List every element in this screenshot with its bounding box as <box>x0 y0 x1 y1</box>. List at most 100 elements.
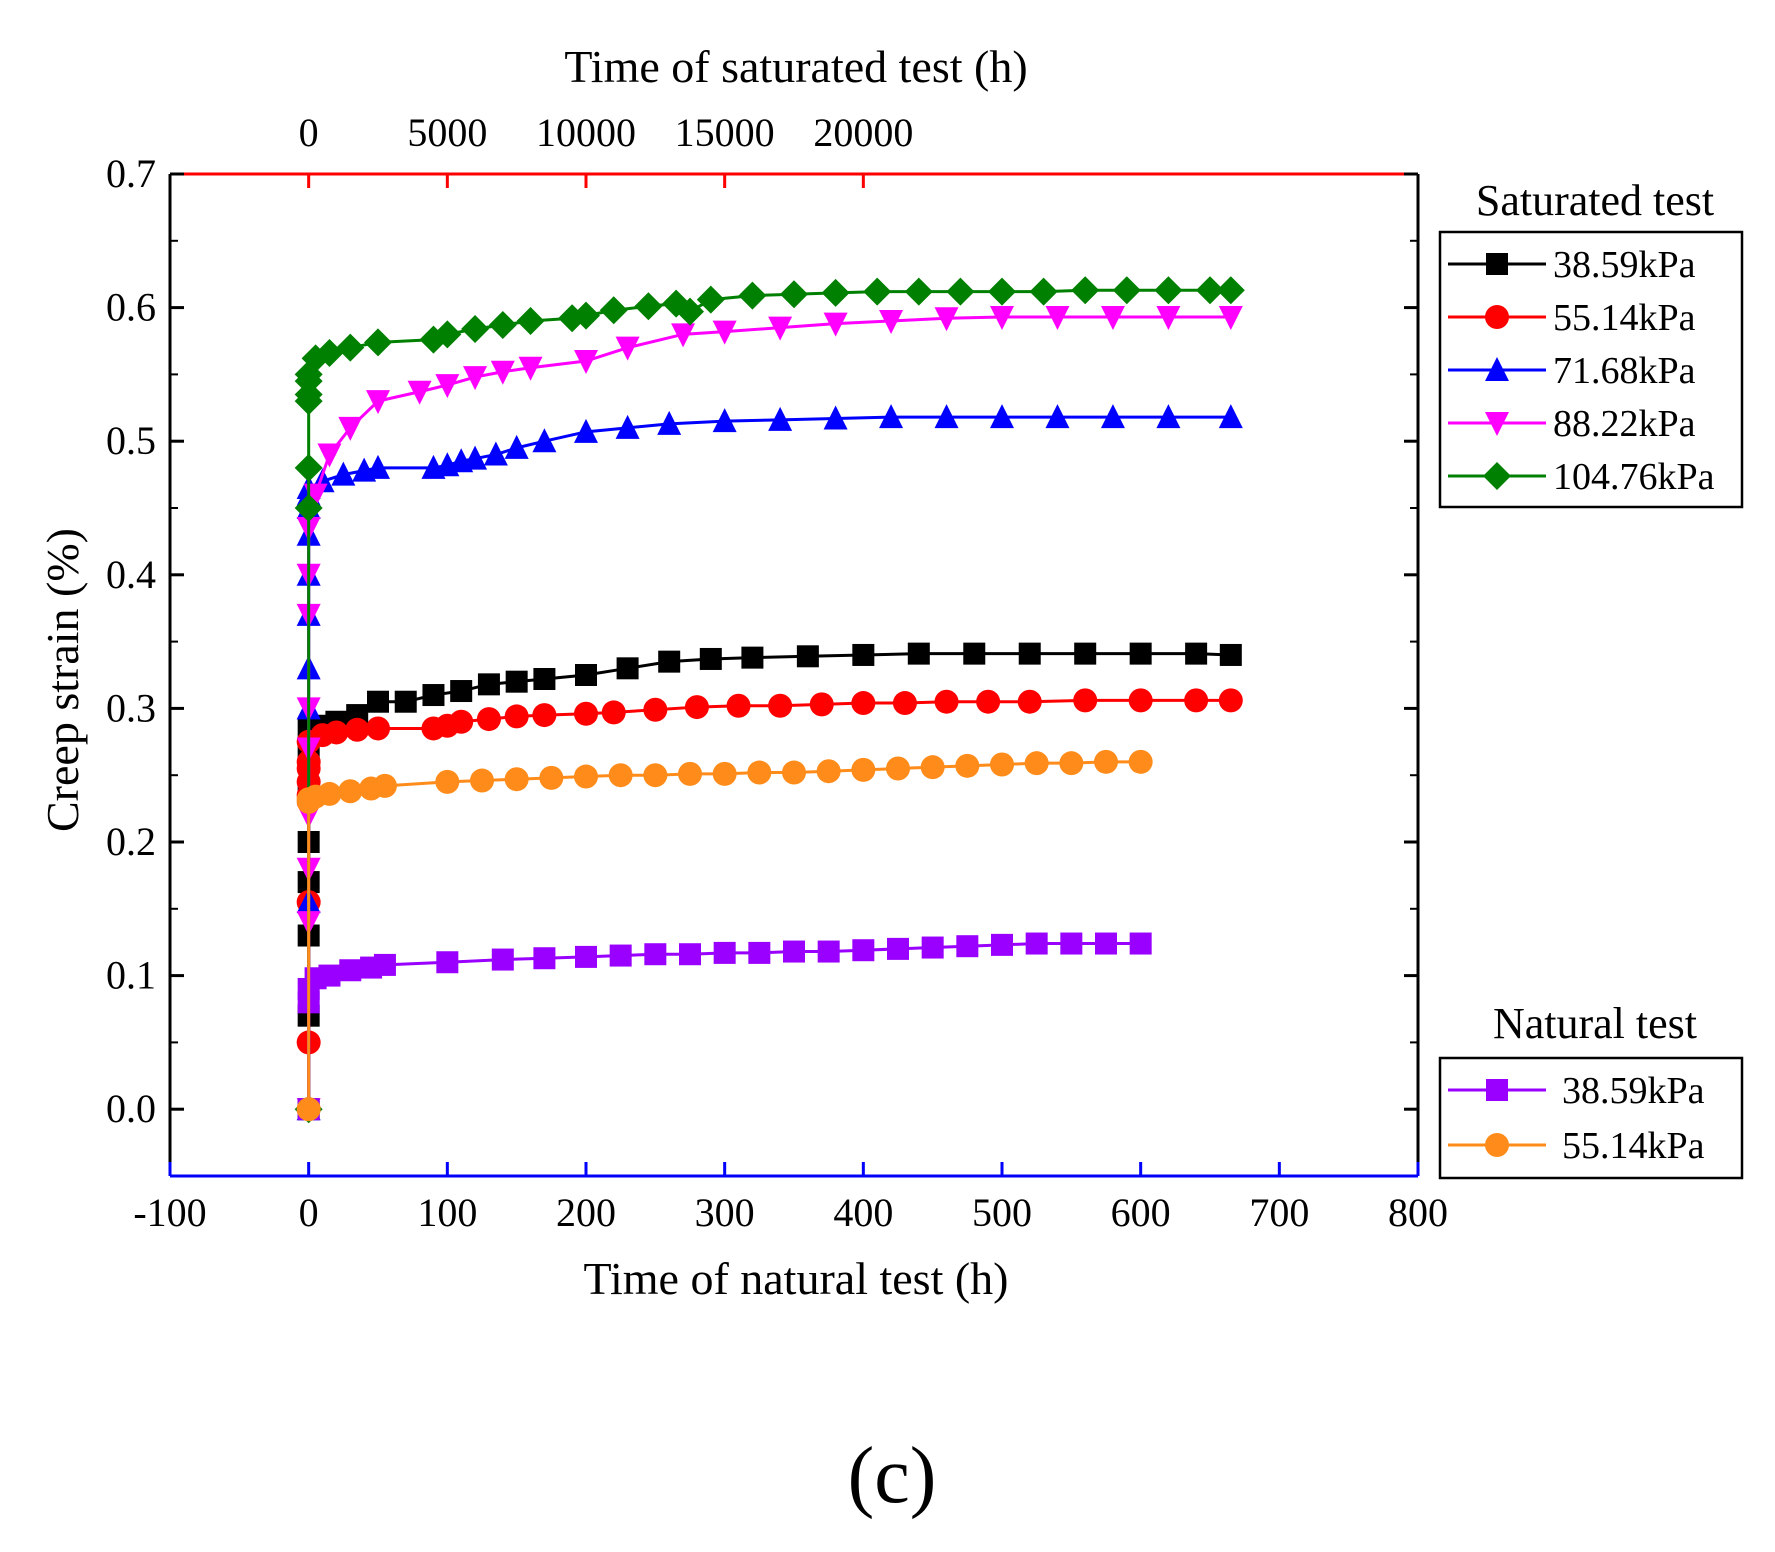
data-point <box>1025 932 1048 955</box>
data-point <box>780 280 808 309</box>
bottom-x-tick-label: 200 <box>556 1190 616 1235</box>
legend-box <box>1438 1056 1744 1180</box>
data-point <box>679 943 701 966</box>
legend-label: 104.76kPa <box>1553 456 1715 498</box>
data-point <box>364 328 392 357</box>
data-point <box>821 278 850 307</box>
data-point <box>783 940 805 963</box>
top-x-tick-label: 20000 <box>813 110 913 155</box>
top-x-tick-label: 5000 <box>407 110 487 155</box>
legend-entry: 55.14kPa <box>1448 297 1696 339</box>
data-point <box>532 703 557 728</box>
data-point <box>422 684 445 707</box>
bottom-x-axis-ticks: -100 0 100 200 300 400 500 600 700 800 <box>133 1162 1448 1235</box>
data-point <box>367 690 389 713</box>
legend-label: 55.14kPa <box>1553 297 1696 339</box>
bottom-x-tick-label: 500 <box>972 1190 1032 1235</box>
data-point <box>366 390 390 415</box>
data-point <box>1154 276 1183 305</box>
data-point <box>608 763 633 788</box>
y-tick-label: 0.2 <box>106 819 156 864</box>
data-point <box>516 306 545 335</box>
data-point <box>463 366 488 391</box>
data-point <box>1018 642 1041 665</box>
y-tick-label: 0.4 <box>106 552 156 597</box>
data-point <box>1129 642 1152 665</box>
data-point <box>1156 305 1181 330</box>
bottom-x-tick-label: 600 <box>1111 1190 1171 1235</box>
data-point <box>505 670 528 693</box>
bottom-x-axis-title: Time of natural test (h) <box>583 1253 1008 1304</box>
data-point <box>615 414 640 439</box>
data-point <box>1024 751 1049 776</box>
data-point <box>1073 688 1098 713</box>
data-point <box>1218 688 1243 713</box>
legend-saturated: Saturated test 38.59kPa 55.14kPa 71.68kPa 8… <box>1438 176 1744 509</box>
series-line <box>307 315 1231 1110</box>
data-point <box>539 765 564 790</box>
data-point <box>435 374 460 399</box>
data-point <box>533 947 556 970</box>
data-point <box>1071 276 1100 305</box>
data-point <box>852 643 875 666</box>
legend-marker <box>1485 412 1509 436</box>
data-point <box>339 959 362 982</box>
data-point <box>934 404 959 429</box>
data-point <box>461 314 490 343</box>
data-point <box>747 760 772 785</box>
series-natural-6 <box>296 749 1153 1122</box>
legend-marker <box>1483 462 1511 490</box>
legend-label: 38.59kPa <box>1553 244 1696 286</box>
series-line <box>307 942 1141 1110</box>
data-point <box>616 657 639 680</box>
data-point <box>863 277 892 306</box>
data-point <box>449 709 474 734</box>
y-tick-label: 0.3 <box>106 685 156 730</box>
data-point <box>955 753 980 778</box>
data-point <box>991 933 1013 956</box>
data-point <box>851 691 876 716</box>
bottom-x-tick-label: 800 <box>1388 1190 1448 1235</box>
data-point <box>887 937 909 960</box>
data-point <box>504 767 529 792</box>
legend-label: 55.14kPa <box>1562 1125 1705 1167</box>
data-point <box>934 689 959 714</box>
data-point <box>470 768 494 793</box>
y-tick-label: 0.1 <box>106 953 156 998</box>
data-point <box>504 434 529 459</box>
data-point <box>946 277 975 306</box>
legend-natural: Natural test 38.59kPa 55.14kPa <box>1438 999 1744 1180</box>
data-point <box>574 418 598 443</box>
y-tick-label: 0.7 <box>106 151 156 196</box>
data-point <box>852 939 875 962</box>
legend-label: 38.59kPa <box>1562 1070 1705 1112</box>
series-saturated-1 <box>296 688 1243 1122</box>
data-point <box>816 759 841 784</box>
data-point <box>294 494 323 522</box>
data-point <box>1017 689 1042 714</box>
data-point <box>1219 643 1242 666</box>
data-point <box>1029 277 1058 306</box>
legend-entry: 88.22kPa <box>1448 403 1696 445</box>
data-point <box>1045 305 1070 330</box>
data-point <box>366 716 390 741</box>
legend-entry: 55.14kPa <box>1448 1125 1705 1167</box>
top-x-axis-ticks: 0 5000 10000 15000 20000 <box>299 110 913 188</box>
data-point <box>990 404 1014 429</box>
legend-title: Natural test <box>1493 999 1697 1048</box>
data-point <box>634 292 663 321</box>
legend-label: 88.22kPa <box>1553 403 1696 445</box>
data-point <box>712 320 737 345</box>
data-point <box>1112 276 1141 305</box>
data-point <box>879 309 904 334</box>
data-point <box>726 693 751 718</box>
data-point <box>1095 932 1117 955</box>
data-point <box>1196 276 1224 305</box>
bottom-x-tick-label: 700 <box>1249 1190 1309 1235</box>
data-point <box>823 405 848 430</box>
data-point <box>768 693 793 718</box>
data-point <box>572 301 600 330</box>
data-point <box>1060 932 1083 955</box>
